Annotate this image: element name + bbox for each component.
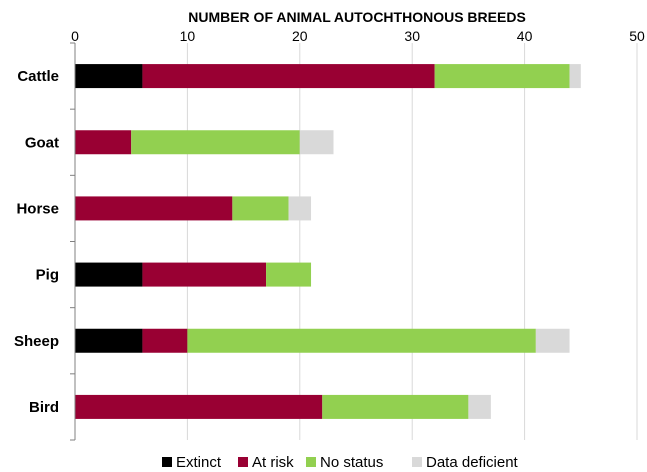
legend-label: Data deficient xyxy=(426,454,519,471)
legend-swatch xyxy=(412,457,422,467)
x-tick-label: 50 xyxy=(629,28,645,44)
legend-swatch xyxy=(306,457,316,467)
bar-segment xyxy=(75,394,323,419)
bar-segment xyxy=(299,130,334,155)
bar-segment xyxy=(75,130,132,155)
legend-label: Extinct xyxy=(176,454,222,471)
y-category-label: Bird xyxy=(29,399,59,416)
legend-label: At risk xyxy=(252,454,294,471)
bar-segment xyxy=(75,262,143,287)
legend-label: No status xyxy=(320,454,383,471)
chart-title: NUMBER OF ANIMAL AUTOCHTHONOUS BREEDS xyxy=(188,9,526,25)
bar-segment xyxy=(232,196,289,221)
bar-segment xyxy=(131,130,300,155)
legend-swatch xyxy=(238,457,248,467)
y-category-label: Sheep xyxy=(14,333,59,350)
legend-swatch xyxy=(162,457,172,467)
y-category-label: Cattle xyxy=(17,68,59,85)
bar-segment xyxy=(75,328,143,353)
bar-segment xyxy=(142,262,267,287)
bar-segment xyxy=(535,328,570,353)
x-tick-label: 0 xyxy=(71,28,79,44)
x-tick-label: 20 xyxy=(292,28,308,44)
bar-segment xyxy=(434,64,570,89)
bar-segment xyxy=(142,64,435,89)
bar-segment xyxy=(142,328,188,353)
bar-segment xyxy=(75,64,143,89)
y-category-label: Pig xyxy=(36,267,59,284)
bars xyxy=(75,64,581,419)
bar-segment xyxy=(75,196,233,221)
x-tick-label: 30 xyxy=(404,28,420,44)
bar-segment xyxy=(266,262,312,287)
bar-segment xyxy=(322,394,469,419)
y-category-label: Horse xyxy=(16,200,59,217)
x-tick-label: 10 xyxy=(180,28,196,44)
x-axis-ticks: 0 10 20 30 40 50 xyxy=(71,28,645,44)
y-axis-line xyxy=(70,42,76,441)
y-category-label: Goat xyxy=(25,134,59,151)
bar-segment xyxy=(187,328,536,353)
x-tick-label: 40 xyxy=(517,28,533,44)
y-axis-categories: Cattle Goat Horse Pig Sheep Bird xyxy=(14,68,59,416)
gridlines xyxy=(186,43,638,440)
legend: Extinct At risk No status Data deficient xyxy=(162,454,519,471)
bar-segment xyxy=(569,64,581,89)
bar-segment xyxy=(288,196,312,221)
bar-segment xyxy=(468,394,491,419)
